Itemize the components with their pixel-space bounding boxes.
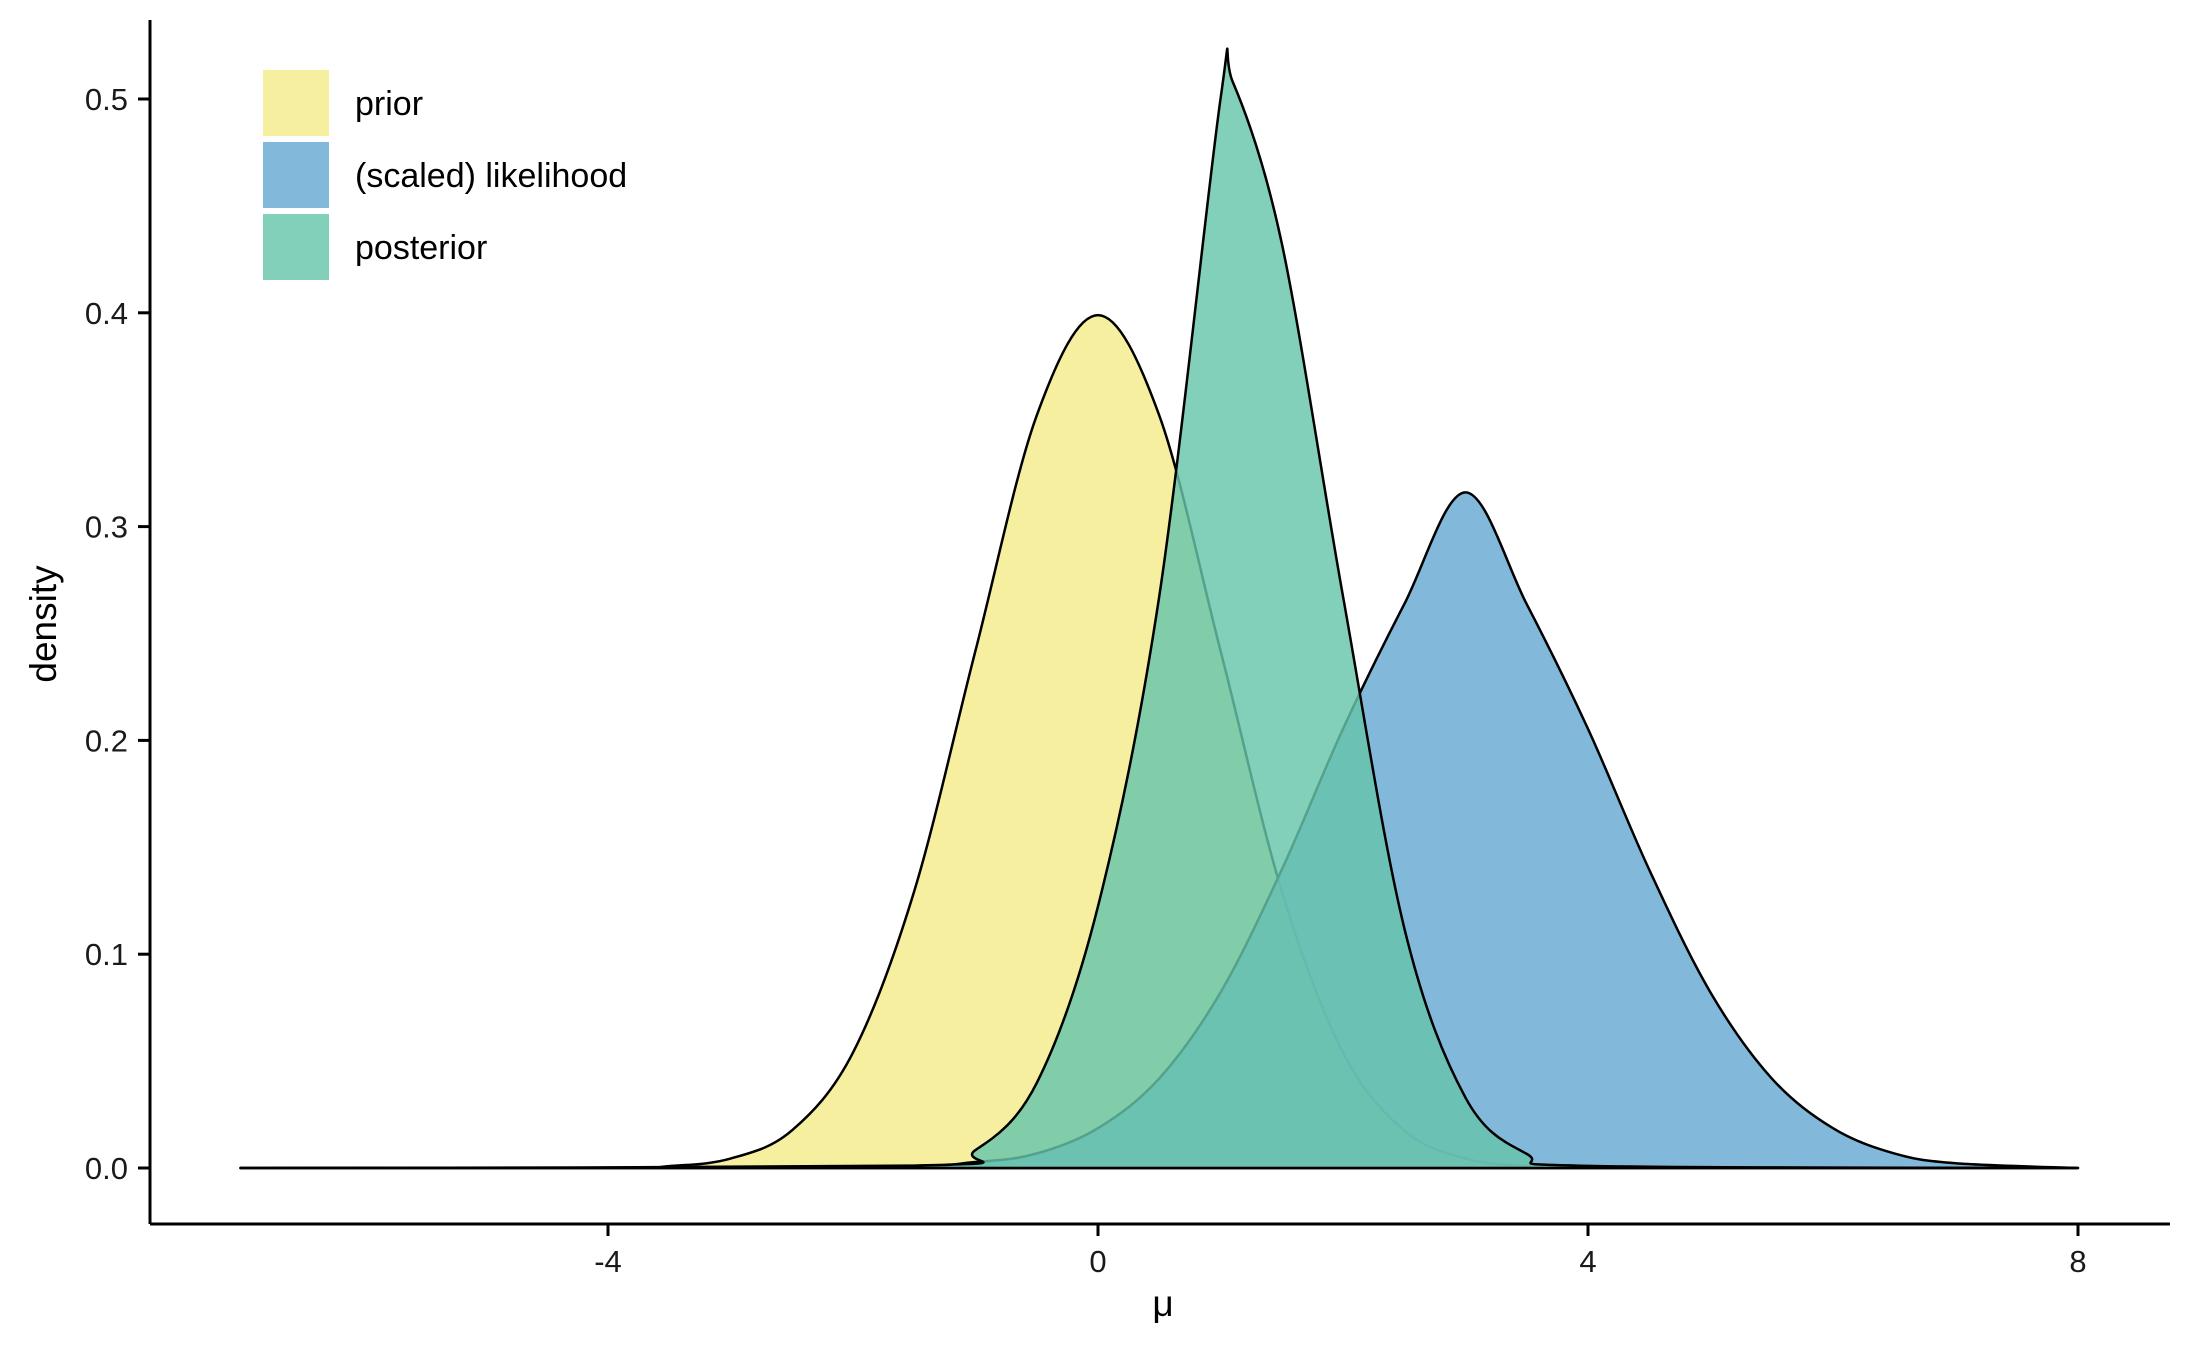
legend-swatch <box>263 70 329 136</box>
y-tick-label: 0.0 <box>85 1151 128 1186</box>
x-tick-label: 8 <box>2069 1244 2086 1279</box>
y-tick-label: 0.5 <box>85 82 128 117</box>
legend-swatch <box>263 142 329 208</box>
y-tick-label: 0.2 <box>85 723 128 758</box>
density-area-posterior <box>239 47 2080 1170</box>
legend-swatch <box>263 214 329 280</box>
y-axis-ticks: 0.0 0.1 0.2 0.3 0.4 0.5 <box>85 82 150 1186</box>
legend-label: posterior <box>355 229 487 267</box>
legend-label: (scaled) likelihood <box>355 157 627 195</box>
x-axis-ticks: -4 0 4 8 <box>594 1224 2087 1279</box>
x-axis-title: μ <box>1152 1283 1173 1324</box>
y-tick-label: 0.1 <box>85 937 128 972</box>
y-tick-label: 0.3 <box>85 510 128 545</box>
legend-label: prior <box>355 85 423 123</box>
x-tick-label: 4 <box>1579 1244 1596 1279</box>
x-tick-label: 0 <box>1089 1244 1106 1279</box>
legend: prior (scaled) likelihood posterior <box>263 70 627 280</box>
y-axis-title: density <box>23 565 64 683</box>
x-tick-label: -4 <box>594 1244 622 1279</box>
density-area-scaled-likelihood <box>239 491 2080 1170</box>
density-areas <box>239 47 2080 1170</box>
y-tick-label: 0.4 <box>85 296 128 331</box>
